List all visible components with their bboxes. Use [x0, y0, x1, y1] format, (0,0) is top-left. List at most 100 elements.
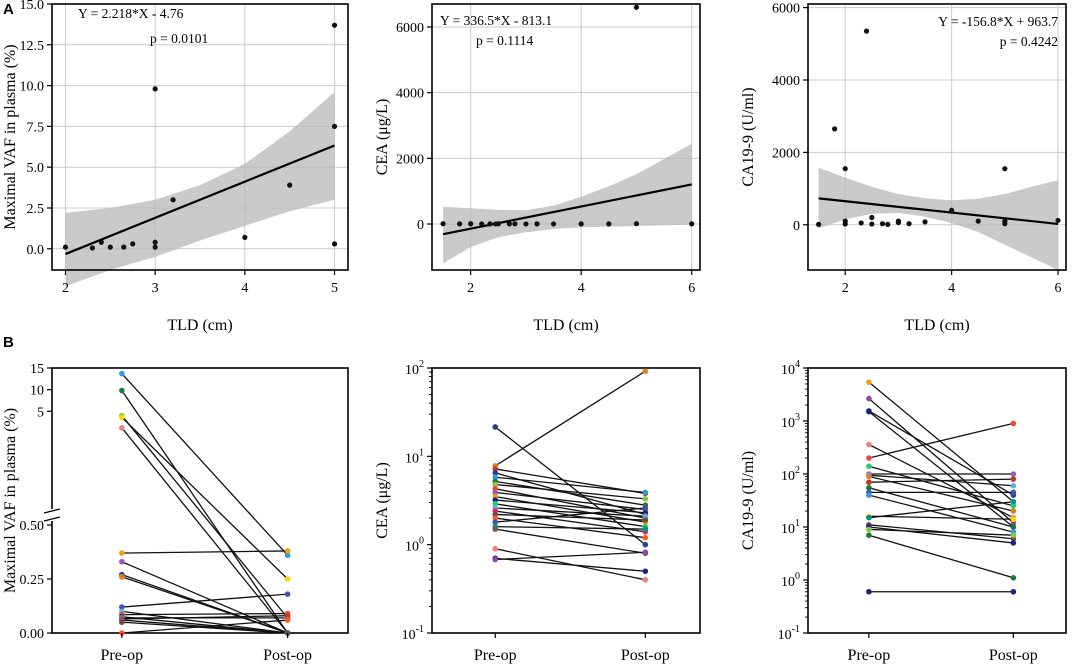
pre-op-point — [492, 515, 499, 521]
data-point — [949, 207, 955, 213]
post-op-point — [284, 576, 291, 582]
x-category-label: Post-op — [989, 647, 1038, 664]
pair-line — [868, 478, 1014, 483]
pair-line — [495, 528, 646, 554]
plot-frame — [431, 3, 701, 271]
pre-op-point — [492, 489, 499, 496]
data-point — [922, 219, 928, 225]
x-axis-label: TLD (cm) — [533, 317, 598, 334]
post-op-point — [642, 496, 649, 502]
pre-op-point — [119, 414, 125, 421]
y-axis-label: Maximal VAF in plasma (%) — [2, 408, 19, 593]
y-tick-exponent: 3 — [795, 412, 800, 423]
x-tick-label: 4 — [578, 281, 585, 296]
pre-op-point — [866, 473, 872, 480]
fit-p-value: p = 0.1114 — [476, 33, 533, 48]
pair-line — [121, 612, 288, 616]
plot-frame — [51, 367, 349, 634]
data-point — [62, 244, 69, 250]
data-point — [152, 86, 158, 92]
data-point — [906, 221, 912, 227]
pair-line — [121, 593, 288, 608]
pair-line — [495, 557, 646, 572]
post-op-point — [1010, 471, 1017, 477]
pre-op-point — [492, 424, 499, 430]
post-op-point — [642, 489, 649, 496]
pair-line — [494, 426, 646, 546]
post-op-point — [1010, 508, 1017, 514]
y-tick-label: 100 — [781, 571, 800, 590]
pre-op-point — [866, 479, 872, 486]
y-tick-label: 2.5 — [27, 202, 45, 217]
pair-line — [868, 487, 1014, 528]
pre-op-point — [119, 387, 125, 394]
pre-op-point — [866, 492, 872, 498]
regression-line — [65, 144, 335, 256]
pair-line — [495, 488, 646, 519]
pair-line — [868, 398, 1014, 524]
post-op-point — [284, 617, 291, 623]
y-tick-base: 10 — [781, 522, 795, 537]
pair-line — [868, 515, 1014, 520]
data-point — [1002, 166, 1008, 172]
plot-frame — [51, 3, 349, 271]
pre-op-point — [492, 556, 499, 563]
data-point — [633, 4, 640, 10]
chart-a1: 2 3 4 5 0.0 2.5 5.0 7.5 10.0 12.5 15.0 TLD (cm) Maxi… — [2, 0, 349, 334]
y-tick-label: 2000 — [772, 146, 800, 161]
pair-line — [495, 491, 646, 511]
pre-op-point — [119, 550, 125, 556]
y-tick-exponent: 0 — [795, 571, 800, 582]
post-op-point — [1010, 489, 1017, 496]
y-tick-label: 10.0 — [20, 80, 45, 95]
y-tick-label: 5 — [37, 405, 44, 420]
x-category-label: Post-op — [263, 647, 312, 664]
data-point — [242, 234, 248, 240]
data-point — [287, 182, 293, 188]
pair-line — [121, 619, 288, 634]
data-point — [487, 221, 493, 227]
y-tick-base: 10 — [405, 363, 419, 378]
y-tick-base: 10 — [405, 540, 419, 555]
y-axis-label: CEA (μg/L) — [374, 99, 391, 176]
x-tick-label: 4 — [948, 281, 955, 296]
data-point — [858, 220, 864, 226]
regression-line — [442, 183, 692, 236]
chart-a3: 2 4 6 0 2000 4000 6000 TLD (cm) CA19-9 (U/ml) Y =… — [740, 2, 1067, 334]
pair-line — [495, 513, 646, 521]
post-op-point — [642, 577, 649, 583]
post-op-point — [284, 548, 291, 554]
pair-line — [495, 480, 646, 506]
pre-op-point — [866, 484, 872, 491]
data-point — [895, 218, 902, 224]
x-tick-label: 4 — [241, 281, 248, 296]
y-tick-label: 10 — [30, 384, 44, 399]
pre-op-point — [492, 545, 499, 552]
pre-op-point — [866, 588, 872, 595]
x-tick-label: 6 — [688, 281, 695, 296]
confidence-band — [65, 92, 335, 287]
data-point — [831, 126, 838, 132]
pair-line — [868, 411, 1014, 528]
x-category-label: Pre-op — [474, 647, 517, 664]
data-point — [534, 221, 540, 227]
y-tick-label: 0.50 — [20, 519, 45, 534]
y-tick-label: 100 — [405, 536, 424, 555]
confidence-band — [818, 167, 1058, 270]
pre-op-point — [866, 526, 872, 533]
pair-line — [121, 373, 289, 556]
y-tick-label: 5.0 — [27, 161, 45, 176]
post-op-point — [1010, 588, 1017, 595]
y-tick-label: 0 — [417, 218, 424, 233]
y-tick-label: 10-1 — [778, 624, 800, 643]
pre-op-point — [866, 395, 872, 402]
data-point — [1055, 217, 1061, 224]
pair-line — [495, 476, 646, 494]
panel-label-a: A — [3, 1, 14, 18]
data-point — [869, 214, 875, 221]
post-op-point — [1010, 540, 1017, 546]
data-point — [152, 239, 158, 245]
y-tick-base: 10 — [781, 469, 795, 484]
